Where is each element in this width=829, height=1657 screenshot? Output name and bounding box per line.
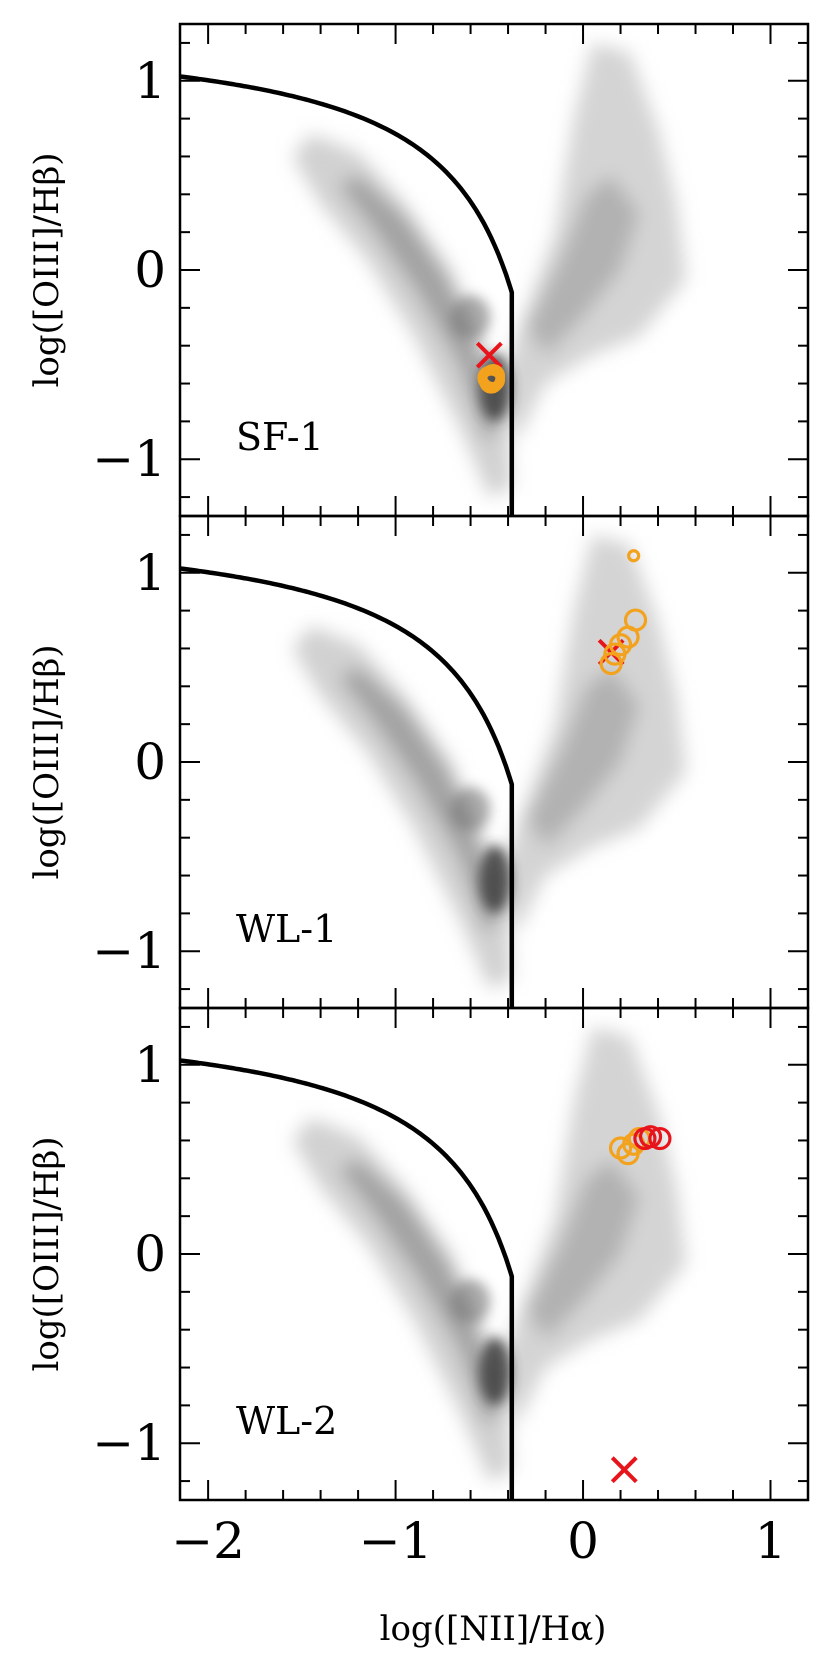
x-marker [610, 1456, 638, 1484]
circle-marker [638, 1125, 663, 1149]
demarcation-line [180, 1058, 515, 1500]
panel-label: SF-1 [236, 415, 324, 459]
demarcation-line [180, 74, 515, 516]
circle-marker [599, 651, 623, 676]
circle-marker [479, 369, 504, 394]
y-tick-label: 0 [134, 733, 166, 791]
panel-wl-1: −1 0 1 log([OIII]/Hβ) WL-1 [27, 514, 810, 1010]
x-tick-label: −1 [359, 1512, 433, 1570]
y-tick-label: −1 [92, 1414, 166, 1472]
axis-ticks [180, 516, 808, 1008]
circle-marker [627, 549, 641, 563]
circle-marker [648, 1126, 672, 1151]
axis-ticks [180, 1008, 808, 1500]
y-tick-label: −1 [92, 430, 166, 488]
demarcation-line [180, 566, 515, 1008]
panel-label: WL-2 [236, 1399, 337, 1443]
circle-marker [616, 625, 640, 649]
galaxy-density-cloud [292, 534, 687, 990]
axis-ticks [180, 24, 808, 516]
y-tick-label: 1 [134, 544, 166, 602]
y-tick-label: 1 [134, 52, 166, 110]
x-axis-title: log([NII]/Hα) [380, 1609, 607, 1649]
x-tick-label: 1 [755, 1512, 787, 1570]
y-tick-label: 0 [134, 241, 166, 299]
y-tick-label: 0 [134, 1225, 166, 1283]
y-tick-label: −1 [92, 922, 166, 980]
y-axis-title: log([OIII]/Hβ) [27, 1136, 67, 1371]
galaxy-density-cloud [292, 1026, 687, 1482]
y-axis-title: log([OIII]/Hβ) [27, 644, 67, 879]
x-tick-label: 0 [567, 1512, 599, 1570]
panel-sf-1: −1 0 1 log([OIII]/Hβ) SF-1 [27, 22, 810, 518]
x-marker [475, 341, 503, 369]
y-tick-label: 1 [134, 1036, 166, 1094]
panel-label: WL-1 [236, 907, 337, 951]
y-axis-title: log([OIII]/Hβ) [27, 152, 67, 387]
x-tick-label: −2 [171, 1512, 245, 1570]
galaxy-density-cloud [292, 42, 687, 498]
